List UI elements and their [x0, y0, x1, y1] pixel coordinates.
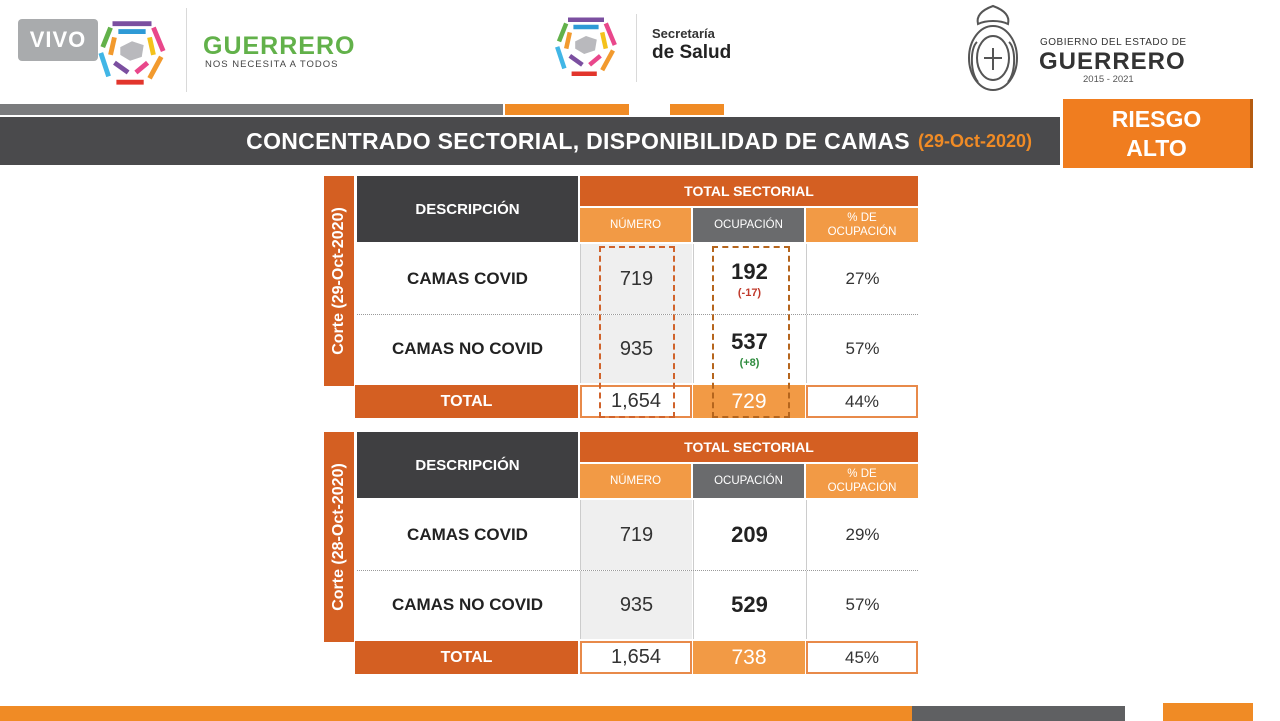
page-title: CONCENTRADO SECTORIAL, DISPONIBILIDAD DE…: [246, 127, 910, 154]
description-header: DESCRIPCIÓN: [357, 176, 578, 242]
numero-header: NÚMERO: [580, 464, 691, 498]
pct-no-covid: 57%: [806, 571, 918, 639]
pct-header-line2: OCUPACIÓN: [827, 482, 897, 494]
total-sectorial-header: TOTAL SECTORIAL: [580, 432, 918, 462]
salud-logo-icon: [555, 17, 617, 77]
total-pct: 44%: [806, 385, 918, 418]
total-ocupacion: 729: [693, 385, 805, 418]
pct-header-line2: OCUPACIÓN: [827, 226, 897, 238]
brand-tagline: NOS NECESITA A TODOS: [205, 59, 339, 70]
pct-header-line1: % DE: [847, 212, 877, 224]
ocupacion-header: OCUPACIÓN: [693, 208, 804, 242]
numero-no-covid: 935: [580, 315, 692, 383]
row-label-no-covid: CAMAS NO COVID: [357, 571, 578, 639]
salud-divider: [636, 14, 637, 82]
gov-label-small: GOBIERNO DEL ESTADO DE: [1040, 37, 1187, 48]
pct-ocupacion-header: % DE OCUPACIÓN: [806, 208, 918, 242]
corte-text: Corte (28-Oct-2020): [330, 463, 348, 611]
ocupacion-covid: 192: [731, 259, 768, 284]
pct-covid: 27%: [806, 244, 918, 314]
footer-band-orange-right: [1163, 703, 1253, 721]
page-title-date: (29-Oct-2020): [917, 130, 1032, 151]
pct-header-line1: % DE: [847, 468, 877, 480]
salud-label-big: de Salud: [652, 42, 732, 63]
numero-no-covid: 935: [580, 571, 692, 639]
ocupacion-covid-cell: 192 (-17): [693, 244, 805, 314]
row-label-covid: CAMAS COVID: [357, 500, 578, 570]
total-numero: 1,654: [580, 641, 692, 674]
ocupacion-covid-delta: (-17): [737, 287, 762, 299]
total-sectorial-header: TOTAL SECTORIAL: [580, 176, 918, 206]
pct-covid: 29%: [806, 500, 918, 570]
brand-name: GUERRERO: [203, 32, 356, 60]
band-orange: [505, 104, 629, 115]
total-numero: 1,654: [580, 385, 692, 418]
band-orange-short: [670, 104, 724, 115]
risk-line-1: RIESGO: [1111, 105, 1202, 132]
corte-label: Corte (29-Oct-2020): [324, 176, 354, 386]
row-separator: [357, 314, 918, 315]
row-label-covid: CAMAS COVID: [357, 244, 578, 314]
total-ocupacion: 738: [693, 641, 805, 674]
ocupacion-no-covid: 537: [731, 329, 768, 354]
gov-label-big: GUERRERO: [1039, 48, 1186, 75]
guerrero-logo-icon: [98, 21, 166, 85]
total-label: TOTAL: [355, 385, 578, 418]
live-badge: VIVO: [18, 19, 98, 61]
ocupacion-no-covid-cell: 537 (+8): [693, 315, 805, 383]
ocupacion-no-covid: 529: [693, 571, 805, 639]
footer-band-grey: [912, 706, 1125, 721]
pct-no-covid: 57%: [806, 315, 918, 383]
row-separator: [357, 570, 918, 571]
gov-years: 2015 - 2021: [1083, 74, 1134, 85]
ocupacion-no-covid-delta: (+8): [739, 357, 760, 369]
corte-label: Corte (28-Oct-2020): [324, 432, 354, 642]
header-divider: [186, 8, 187, 92]
row-label-no-covid: CAMAS NO COVID: [357, 315, 578, 383]
salud-label-small: Secretaría: [652, 26, 715, 41]
ocupacion-covid: 209: [693, 500, 805, 570]
corte-text: Corte (29-Oct-2020): [330, 207, 348, 355]
description-header: DESCRIPCIÓN: [357, 432, 578, 498]
total-label: TOTAL: [355, 641, 578, 674]
title-bar: CONCENTRADO SECTORIAL, DISPONIBILIDAD DE…: [0, 117, 1060, 165]
risk-badge: RIESGO ALTO: [1063, 99, 1253, 168]
pct-ocupacion-header: % DE OCUPACIÓN: [806, 464, 918, 498]
numero-header: NÚMERO: [580, 208, 691, 242]
state-seal-icon: [968, 4, 1018, 91]
footer-band-orange: [0, 706, 1125, 721]
band-grey: [0, 104, 503, 115]
total-pct: 45%: [806, 641, 918, 674]
numero-covid: 719: [580, 500, 692, 570]
risk-line-2: ALTO: [1126, 134, 1187, 161]
numero-covid: 719: [580, 244, 692, 314]
ocupacion-header: OCUPACIÓN: [693, 464, 804, 498]
